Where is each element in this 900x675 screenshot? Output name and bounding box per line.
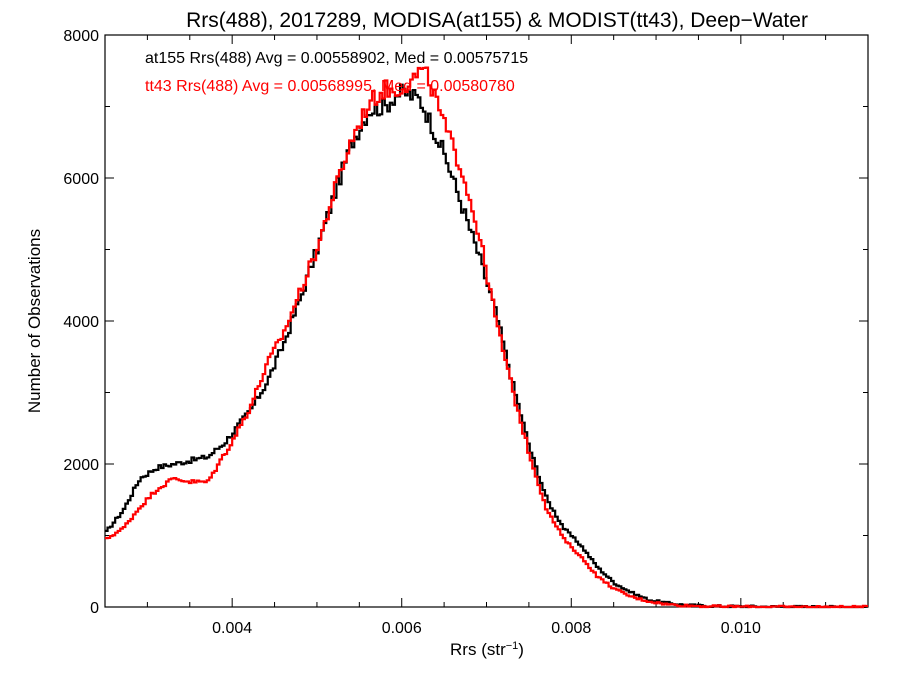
x-axis-label: Rrs (str−1) — [450, 640, 524, 659]
plot-frame — [104, 34, 869, 608]
series-line-tt43 — [105, 66, 868, 609]
chart-title: Rrs(488), 2017289, MODISA(at155) & MODIS… — [186, 9, 808, 32]
series-line-at155 — [105, 83, 868, 609]
y-tick-label: 6000 — [63, 171, 99, 188]
y-tick-label: 8000 — [63, 28, 99, 45]
x-tick-label: 0.008 — [551, 620, 591, 637]
x-tick-label: 0.004 — [212, 620, 252, 637]
legend-entry-tt43: tt43 Rrs(488) Avg = 0.00568995, Med = 0.… — [145, 78, 515, 95]
axis-ticks: 0.004 0.006 0.008 0.010 0 2000 4000 6000 8000 — [63, 28, 869, 637]
x-axis-label-end: ) — [518, 640, 524, 659]
x-tick-label: 0.010 — [721, 620, 761, 637]
y-tick-label: 0 — [90, 600, 99, 617]
x-axis-label-base: Rrs (str — [450, 640, 506, 659]
series-layer — [105, 66, 868, 609]
x-tick-label: 0.006 — [382, 620, 422, 637]
y-axis-label: Number of Observations — [25, 229, 44, 413]
y-tick-label: 4000 — [63, 314, 99, 331]
x-axis-label-superscript: −1 — [506, 640, 519, 652]
y-tick-label: 2000 — [63, 457, 99, 474]
legend-entry-at155: at155 Rrs(488) Avg = 0.00558902, Med = 0… — [145, 50, 528, 67]
